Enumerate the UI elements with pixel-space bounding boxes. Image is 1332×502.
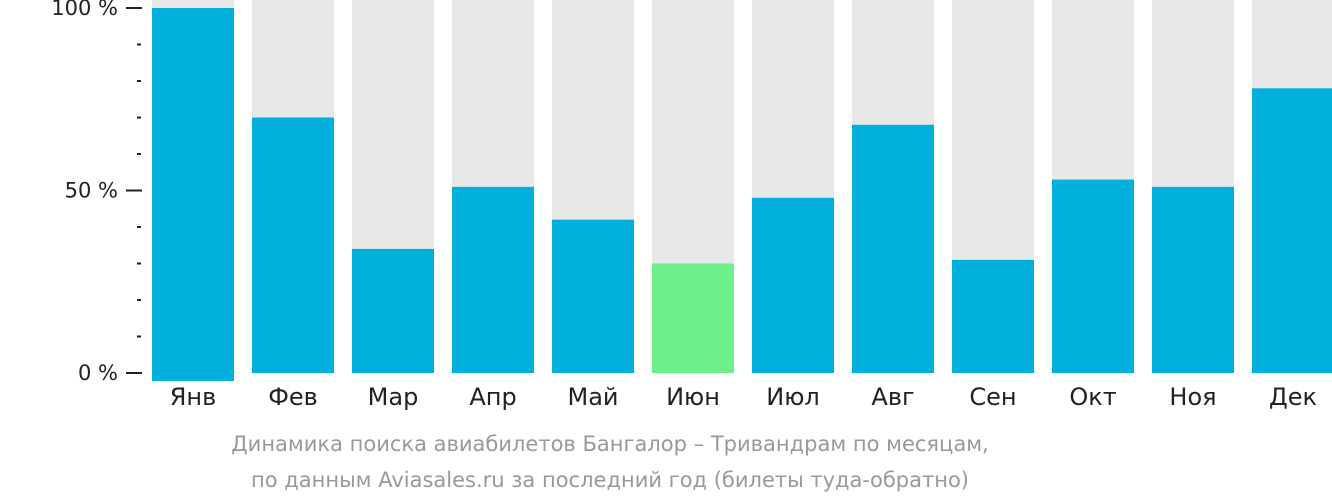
x-tick-label: Июл (766, 383, 820, 411)
y-tick-label: 0 % (78, 361, 118, 385)
x-tick-label: Сен (969, 383, 1016, 411)
bar-7[interactable] (752, 197, 834, 373)
chart-caption-line-1: Динамика поиска авиабилетов Бангалор – Т… (231, 432, 989, 456)
chart-caption-line-2: по данным Aviasales.ru за последний год … (251, 468, 969, 492)
y-axis: 0 % 50 % 100 % (51, 0, 142, 385)
bar-1[interactable] (152, 8, 234, 381)
x-tick-label: Фев (268, 383, 318, 411)
x-tick-label: Дек (1269, 383, 1317, 411)
bar-11[interactable] (1152, 186, 1234, 373)
bar-8[interactable] (852, 124, 934, 373)
x-tick-label: Май (567, 383, 618, 411)
x-tick-label: Окт (1069, 383, 1116, 411)
bar-12[interactable] (1252, 88, 1332, 374)
x-tick-label: Июн (666, 383, 720, 411)
bar-4[interactable] (452, 186, 534, 373)
x-tick-label: Апр (469, 383, 516, 411)
x-axis: Янв Фев Мар Апр Май Июн Июл Авг Сен Окт Ноя Дек (170, 383, 1317, 411)
bar-10[interactable] (1052, 179, 1134, 373)
x-tick-label: Ноя (1169, 383, 1216, 411)
bar-9[interactable] (952, 259, 1034, 373)
bar-3[interactable] (352, 248, 434, 373)
y-tick-label: 100 % (51, 0, 118, 20)
bar-chart: 0 % 50 % 100 % Янв Фев Мар Апр Май Июн Июл Авг Сен… (51, 0, 1332, 411)
x-tick-label: Янв (170, 383, 217, 411)
bar-5[interactable] (552, 219, 634, 373)
bar-6[interactable] (652, 263, 734, 374)
y-tick-label: 50 % (65, 179, 118, 203)
x-tick-label: Авг (871, 383, 914, 411)
x-tick-label: Мар (368, 383, 419, 411)
bars (152, 8, 1332, 381)
bar-2[interactable] (252, 117, 334, 374)
